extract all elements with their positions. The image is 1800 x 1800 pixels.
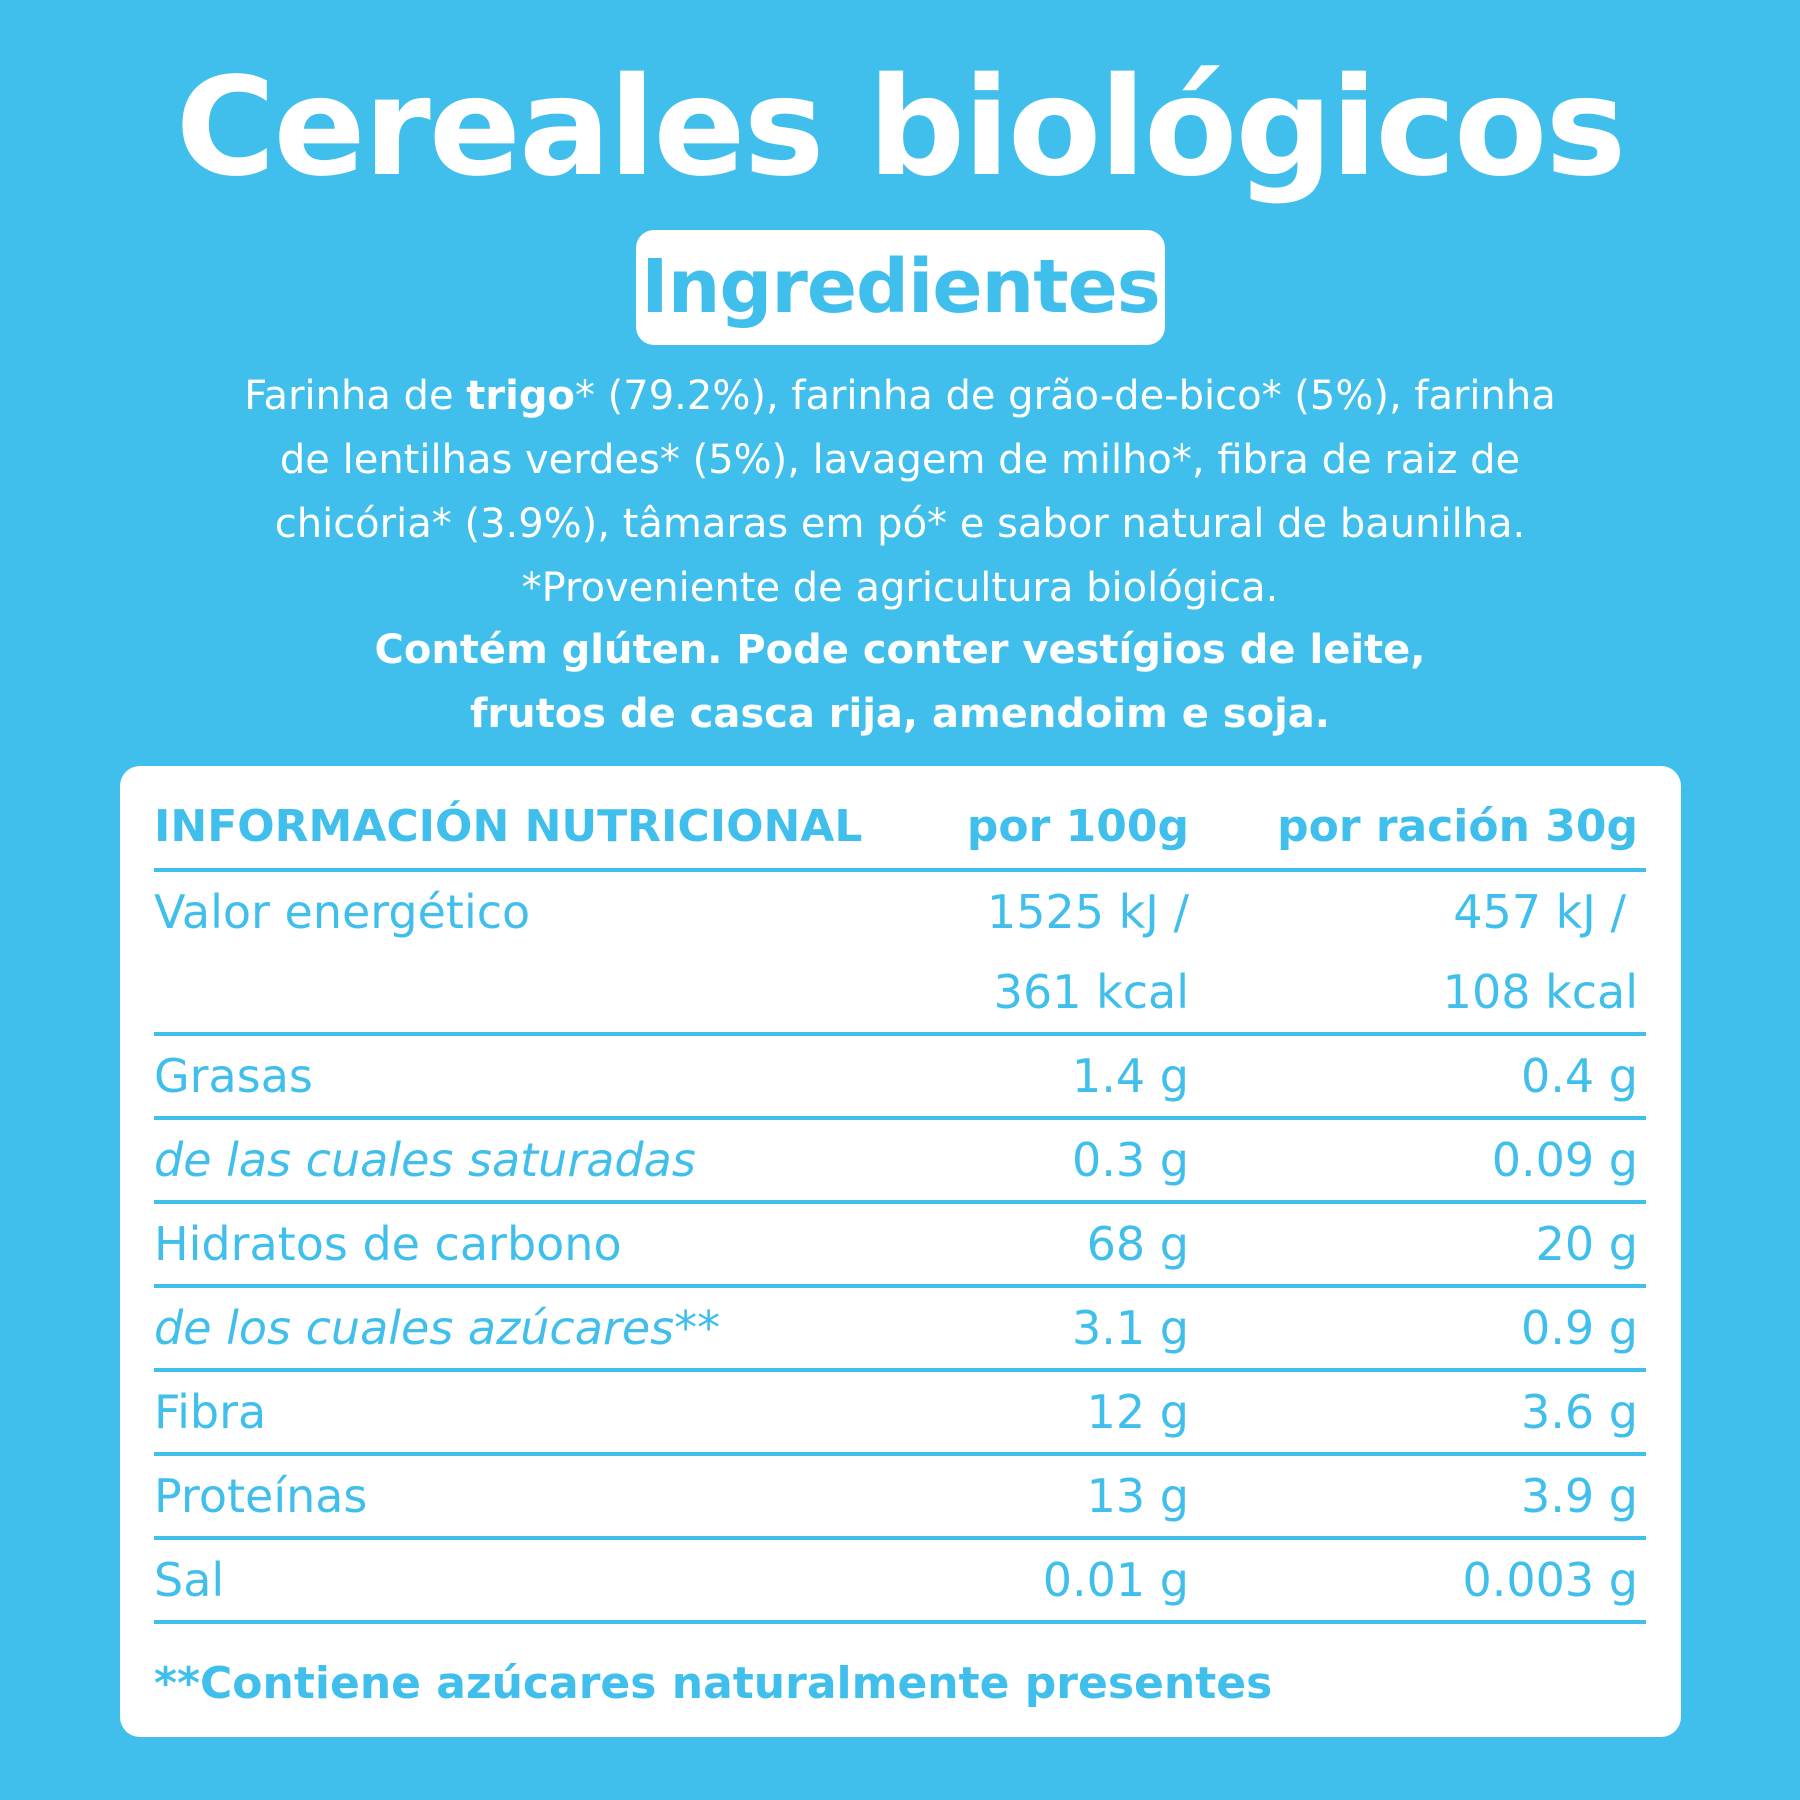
energy-row: Valor energético 1525 kJ / 361 kcal 457 … xyxy=(154,872,1646,1036)
nutrition-table: INFORMACIÓN NUTRICIONAL por 100g por rac… xyxy=(154,786,1646,1624)
nutrient-label: Grasas xyxy=(154,1049,313,1103)
nutrient-row-fat: Grasas 1.4 g 0.4 g xyxy=(154,1036,1646,1120)
nutrient-label: de los cuales azúcares** xyxy=(154,1301,721,1355)
nutrient-row-protein: Proteínas 13 g 3.9 g xyxy=(154,1456,1646,1540)
allergen-warning: Contém glúten. Pode conter vestígios de … xyxy=(150,618,1650,746)
ingredients-line-1-end: * (79.2%), farinha de grão-de-bico* (5%)… xyxy=(574,373,1556,419)
energy-label: Valor energético xyxy=(154,885,531,939)
nutrient-per-serving: 0.09 g xyxy=(1491,1133,1638,1187)
nutrition-header-row: INFORMACIÓN NUTRICIONAL por 100g por rac… xyxy=(154,786,1646,872)
per-100g-header: por 100g xyxy=(966,801,1189,852)
nutrient-per-100g: 1.4 g xyxy=(1072,1049,1189,1103)
product-title: Cereales biológicos xyxy=(175,49,1627,207)
nutrient-row-salt: Sal 0.01 g 0.003 g xyxy=(154,1540,1646,1624)
nutrient-per-serving: 3.9 g xyxy=(1521,1469,1638,1523)
nutrient-per-serving: 0.4 g xyxy=(1521,1049,1638,1103)
nutrient-label: Proteínas xyxy=(154,1469,368,1523)
energy-per-100g-kj: 1525 kJ / xyxy=(986,885,1189,939)
nutrient-per-100g: 13 g xyxy=(1086,1469,1189,1523)
nutrient-label: Sal xyxy=(154,1553,225,1607)
energy-per-serving-kcal: 108 kcal xyxy=(1442,965,1638,1019)
ingredients-text: Farinha de trigo* (79.2%), farinha de gr… xyxy=(150,364,1650,620)
nutrient-per-serving: 0.003 g xyxy=(1462,1553,1638,1607)
nutrition-panel: INFORMACIÓN NUTRICIONAL por 100g por rac… xyxy=(120,766,1681,1737)
nutrient-per-serving: 0.9 g xyxy=(1521,1301,1638,1355)
ingredients-line-1-start: Farinha de xyxy=(244,373,467,419)
energy-per-100g: 1525 kJ / 361 kcal xyxy=(987,872,1189,1032)
nutrient-per-100g: 12 g xyxy=(1086,1385,1189,1439)
ingredients-line-3: chicória* (3.9%), tâmaras em pó* e sabor… xyxy=(274,501,1526,547)
nutrient-row-sugars: de los cuales azúcares** 3.1 g 0.9 g xyxy=(154,1288,1646,1372)
nutrient-per-100g: 0.3 g xyxy=(1072,1133,1189,1187)
sugar-footnote: **Contiene azúcares naturalmente present… xyxy=(154,1658,1273,1709)
organic-note: *Proveniente de agricultura biológica. xyxy=(521,565,1279,611)
nutrient-row-carbohydrates: Hidratos de carbono 68 g 20 g xyxy=(154,1204,1646,1288)
nutrition-header-label: INFORMACIÓN NUTRICIONAL xyxy=(154,801,863,852)
nutrient-row-fibre: Fibra 12 g 3.6 g xyxy=(154,1372,1646,1456)
nutrient-per-100g: 0.01 g xyxy=(1042,1553,1189,1607)
nutrient-per-serving: 3.6 g xyxy=(1521,1385,1638,1439)
allergen-line-2: frutos de casca rija, amendoim e soja. xyxy=(470,691,1330,737)
nutrient-label: Hidratos de carbono xyxy=(154,1217,622,1271)
allergen-highlight: trigo xyxy=(466,373,575,419)
energy-per-serving-kj: 457 kJ / xyxy=(1453,885,1626,939)
ingredients-line-2: de lentilhas verdes* (5%), lavagem de mi… xyxy=(279,437,1521,483)
nutrient-label: de las cuales saturadas xyxy=(154,1133,696,1187)
nutrient-per-serving: 20 g xyxy=(1535,1217,1638,1271)
allergen-line-1: Contém glúten. Pode conter vestígios de … xyxy=(374,627,1426,673)
ingredients-badge: Ingredientes xyxy=(636,230,1165,345)
nutrient-per-100g: 68 g xyxy=(1086,1217,1189,1271)
per-serving-header: por ración 30g xyxy=(1277,801,1638,852)
nutrient-per-100g: 3.1 g xyxy=(1072,1301,1189,1355)
nutrient-label: Fibra xyxy=(154,1385,267,1439)
energy-per-serving: 457 kJ / 108 kcal xyxy=(1443,872,1638,1032)
nutrient-row-saturated: de las cuales saturadas 0.3 g 0.09 g xyxy=(154,1120,1646,1204)
ingredients-line-1: Farinha de trigo* (79.2%), farinha de gr… xyxy=(150,364,1650,428)
energy-per-100g-kcal: 361 kcal xyxy=(993,965,1189,1019)
